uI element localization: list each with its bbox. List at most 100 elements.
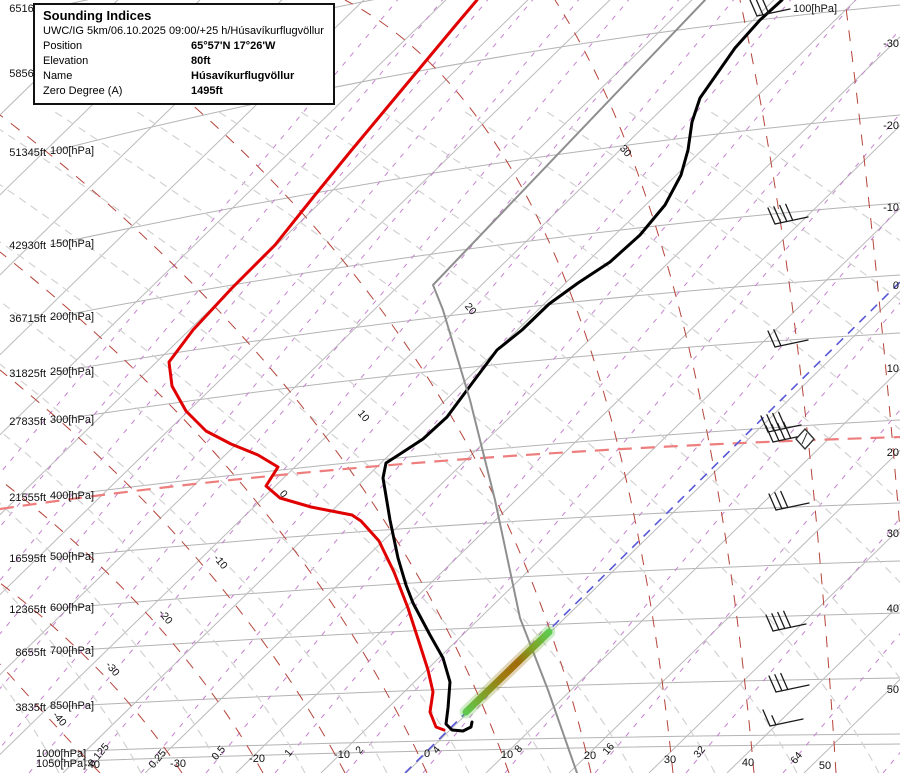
right-temperature-label: 40 xyxy=(887,603,899,615)
moist-adiabat-line xyxy=(133,109,880,773)
isobar-line xyxy=(49,114,900,246)
altitude-ft-label: 31825ft xyxy=(9,368,46,380)
dry-adiabat-line xyxy=(844,0,900,536)
dry-adiabat-line xyxy=(57,0,592,773)
panel-title: Sounding Indices xyxy=(43,8,152,23)
bottom-temperature-label: 30 xyxy=(664,754,676,766)
moist-adiabat-line xyxy=(707,109,900,242)
moist-adiabat-line xyxy=(461,109,900,431)
isotherm-line xyxy=(726,603,900,773)
dewpoint-curve xyxy=(167,0,479,732)
pressure-hpa-label: 200[hPa] xyxy=(50,311,94,323)
right-temperature-label: -20 xyxy=(883,120,899,132)
bottom-temperature-label: 0 xyxy=(424,748,430,760)
pressure-hpa-label: 850[hPa] xyxy=(50,700,94,712)
diamond-marker-tick xyxy=(801,432,808,445)
pressure-hpa-label: 300[hPa] xyxy=(50,414,94,426)
isotherm-line xyxy=(485,368,900,773)
isobar-line xyxy=(49,733,900,753)
isotherm-line xyxy=(0,0,775,756)
mixing-ratio-label: 2 xyxy=(353,744,366,756)
dry-adiabat-label: -10 xyxy=(211,552,230,571)
freezing-level-dashed-line xyxy=(0,435,900,511)
isotherm-line xyxy=(235,124,900,773)
isobar-line xyxy=(49,202,900,319)
wind-barb-icon xyxy=(762,709,804,727)
bottom-temperature-label: 10 xyxy=(501,749,513,761)
isotherm-line xyxy=(405,290,900,773)
dry-adiabat-line xyxy=(0,479,264,773)
mixing-ratio-line xyxy=(504,302,900,773)
pressure-hpa-label: 700[hPa] xyxy=(50,645,94,657)
moist-adiabat-line xyxy=(379,109,900,503)
dry-adiabat-line xyxy=(0,369,346,773)
dry-adiabat-line xyxy=(554,0,755,773)
info-label: Name xyxy=(43,70,73,82)
altitude-ft-label: 8655ft xyxy=(15,647,46,659)
right-temperature-label: -30 xyxy=(883,38,899,50)
altitude-ft-label: 3835ft xyxy=(15,702,46,714)
mixing-ratio-line xyxy=(0,0,489,581)
pressure-hpa-label: 600[hPa] xyxy=(50,602,94,614)
pressure-hpa-label: 400[hPa] xyxy=(50,490,94,502)
pressure-hpa-label: 150[hPa] xyxy=(50,238,94,250)
info-row-elevation: Elevation 80ft xyxy=(43,55,325,67)
moist-adiabat-line xyxy=(297,109,900,584)
right-temperature-label: 50 xyxy=(887,684,899,696)
wind-barb-icon xyxy=(749,0,791,17)
mixing-ratio-line xyxy=(0,0,534,635)
mixing-ratio-line xyxy=(28,0,680,773)
pressure-hpa-label: 1050[hPa] xyxy=(36,758,86,770)
model-run-subtitle: UWC/IG 5km/06.10.2025 09:00/+25 h/Húsaví… xyxy=(43,25,324,37)
isobar-line xyxy=(49,332,900,422)
bottom-temperature-label: -30 xyxy=(170,758,186,770)
isotherm-line xyxy=(0,0,447,436)
temperature-curve xyxy=(381,0,784,733)
moist-adiabat-line xyxy=(51,109,798,773)
parcel-path-curve xyxy=(432,0,706,773)
moist-adiabat-line xyxy=(0,184,634,773)
info-value: 80ft xyxy=(191,55,211,67)
isotherm-line xyxy=(568,449,900,773)
altitude-ft-label: 27835ft xyxy=(9,416,46,428)
isobar-line xyxy=(49,612,900,653)
altitude-ft-label: 42930ft xyxy=(9,240,46,252)
top-right-pressure-label: 100[hPa] xyxy=(793,3,837,15)
info-value: Húsavíkurflugvöllur xyxy=(191,70,295,82)
pressure-hpa-label: 100[hPa] xyxy=(50,145,94,157)
altitude-ft-label: 12365ft xyxy=(9,604,46,616)
bottom-temperature-label: 20 xyxy=(584,750,596,762)
dry-adiabat-label: -30 xyxy=(103,659,122,678)
dry-adiabat-label: 30 xyxy=(617,143,634,160)
pressure-hpa-label: 250[hPa] xyxy=(50,366,94,378)
mixing-ratio-label: 0.25 xyxy=(147,747,169,770)
pressure-hpa-label: 500[hPa] xyxy=(50,551,94,563)
isobar-line xyxy=(49,419,900,498)
isotherm-line xyxy=(0,0,201,196)
isobar-line xyxy=(49,677,900,708)
wind-barb-icon xyxy=(767,329,809,348)
altitude-ft-label: 21555ft xyxy=(9,492,46,504)
moist-adiabat-line xyxy=(0,583,142,773)
info-label: Position xyxy=(43,40,83,52)
mixing-ratio-line xyxy=(83,0,735,773)
info-row-position: Position 65°57'N 17°26'W xyxy=(43,40,325,52)
isobar-line xyxy=(49,502,900,559)
isobar-line xyxy=(49,560,900,610)
moist-adiabat-line xyxy=(625,109,900,301)
diamond-marker xyxy=(795,427,815,451)
moist-adiabat-line xyxy=(0,430,306,773)
info-row-zero-degree: Zero Degree (A) 1495ft xyxy=(43,85,325,97)
moist-adiabat-line xyxy=(0,300,470,773)
info-value: 1495ft xyxy=(191,85,223,97)
bottom-temperature-label: -40 xyxy=(84,759,100,771)
moist-adiabat-line xyxy=(215,109,900,680)
isotherm-line xyxy=(0,0,611,596)
moist-adiabat-line xyxy=(0,363,388,773)
dry-adiabat-line xyxy=(739,0,837,773)
isotherm-line xyxy=(0,0,693,676)
